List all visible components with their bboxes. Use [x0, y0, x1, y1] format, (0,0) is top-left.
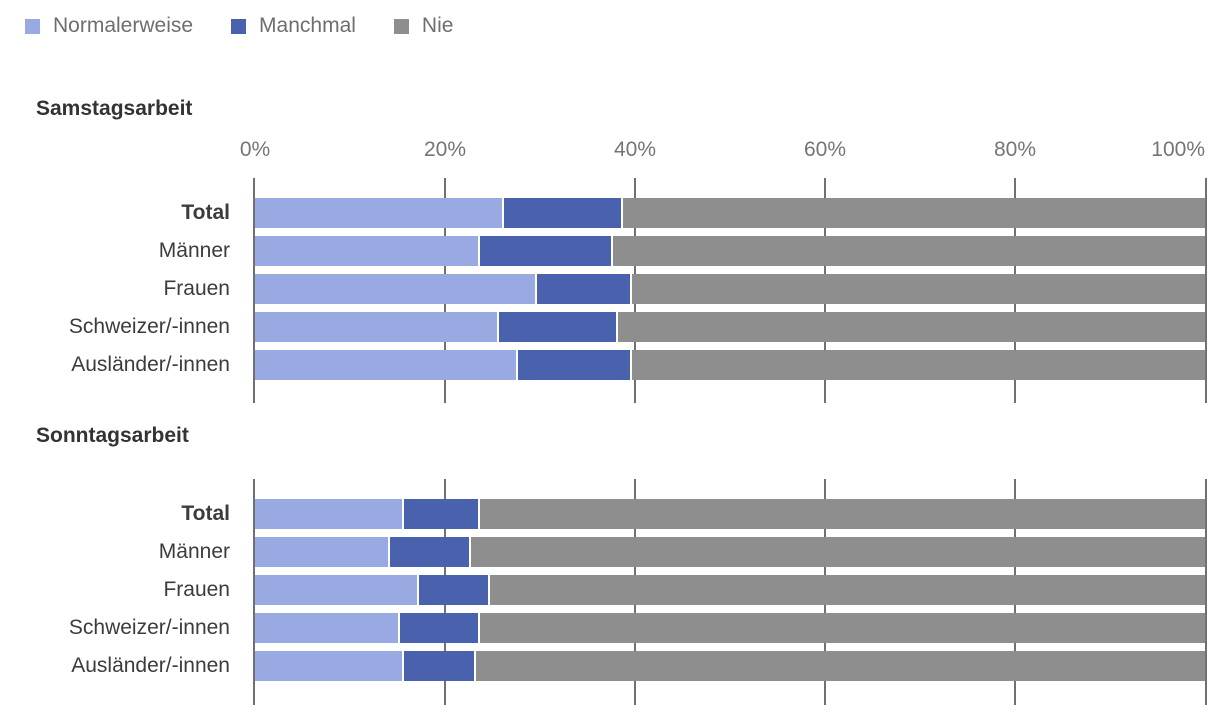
bar-segment-nie — [468, 537, 1205, 567]
bar-segment-nie — [611, 236, 1205, 266]
bar-segment-nie — [473, 651, 1205, 681]
legend-label: Nie — [421, 14, 454, 37]
gridline-100pct — [1205, 479, 1207, 705]
bar-segment-nie — [478, 499, 1205, 529]
category-label: Männer — [158, 239, 230, 262]
bar-segment-manchmal — [388, 537, 469, 567]
gridline-0pct — [253, 178, 255, 403]
x-axis-tick-labels: 0% 20% 40% 60% 80% 100% — [240, 138, 1205, 166]
bar-segment-manchmal — [402, 651, 474, 681]
category-label: Total — [181, 201, 230, 224]
axis-tick-label: 80% — [993, 138, 1037, 161]
bar-row — [255, 350, 1205, 380]
bar-segment-manchmal — [535, 274, 631, 304]
legend-swatch-normalerweise-icon — [25, 18, 40, 34]
axis-tick-label: 0% — [239, 138, 271, 161]
section-title-samstagsarbeit: Samstagsarbeit — [36, 97, 193, 120]
plot-sonntagsarbeit — [253, 479, 1207, 705]
bar-segment-normalerweise — [255, 537, 388, 567]
bar-segment-normalerweise — [255, 499, 403, 529]
bar-row — [255, 499, 1205, 529]
bar-row — [255, 312, 1205, 342]
bar-segment-manchmal — [497, 312, 616, 342]
legend-item-normalerweise: Normalerweise — [25, 14, 193, 38]
bar-segment-normalerweise — [255, 350, 517, 380]
bar-segment-normalerweise — [255, 198, 502, 228]
bar-segment-nie — [478, 613, 1205, 643]
bar-segment-manchmal — [397, 613, 479, 643]
bar-row — [255, 274, 1205, 304]
bar-segment-nie — [487, 575, 1205, 605]
axis-tick-label: 100% — [1151, 138, 1205, 161]
legend-label: Manchmal — [259, 14, 356, 37]
axis-tick-label: 40% — [613, 138, 657, 161]
category-label: Schweizer/-innen — [68, 315, 230, 338]
category-label: Männer — [158, 540, 230, 563]
bar-segment-manchmal — [478, 236, 612, 266]
bar-segment-manchmal — [502, 198, 621, 228]
bar-segment-normalerweise — [255, 613, 398, 643]
bar-segment-manchmal — [516, 350, 631, 380]
bar-segment-nie — [630, 274, 1205, 304]
bar-row — [255, 651, 1205, 681]
bar-segment-nie — [616, 312, 1205, 342]
legend-item-manchmal: Manchmal — [231, 14, 356, 38]
category-label: Frauen — [163, 578, 230, 601]
legend-label: Normalerweise — [53, 14, 194, 37]
bar-row — [255, 537, 1205, 567]
bar-segment-normalerweise — [255, 575, 417, 605]
bar-segment-normalerweise — [255, 312, 498, 342]
axis-tick-label: 20% — [423, 138, 467, 161]
legend: Normalerweise Manchmal Nie — [25, 12, 491, 40]
bar-row — [255, 613, 1205, 643]
axis-tick-label: 60% — [803, 138, 847, 161]
section-title-sonntagsarbeit: Sonntagsarbeit — [36, 424, 189, 447]
category-label: Frauen — [163, 277, 230, 300]
bar-segment-manchmal — [416, 575, 488, 605]
gridline-100pct — [1205, 178, 1207, 403]
legend-swatch-nie-icon — [393, 18, 409, 34]
legend-swatch-manchmal-icon — [231, 18, 247, 34]
bar-segment-manchmal — [402, 499, 479, 529]
bar-segment-normalerweise — [255, 274, 536, 304]
bar-row — [255, 236, 1205, 266]
legend-item-nie: Nie — [393, 14, 454, 38]
gridline-0pct — [253, 479, 255, 705]
category-label: Total — [181, 502, 230, 525]
bar-row — [255, 575, 1205, 605]
category-label: Schweizer/-innen — [68, 616, 230, 639]
category-label: Ausländer/-innen — [71, 654, 230, 677]
bar-row — [255, 198, 1205, 228]
bar-segment-nie — [620, 198, 1205, 228]
bar-segment-normalerweise — [255, 236, 479, 266]
bar-segment-nie — [630, 350, 1205, 380]
plot-samstagsarbeit — [253, 178, 1207, 403]
category-label: Ausländer/-innen — [71, 353, 230, 376]
bar-segment-normalerweise — [255, 651, 403, 681]
